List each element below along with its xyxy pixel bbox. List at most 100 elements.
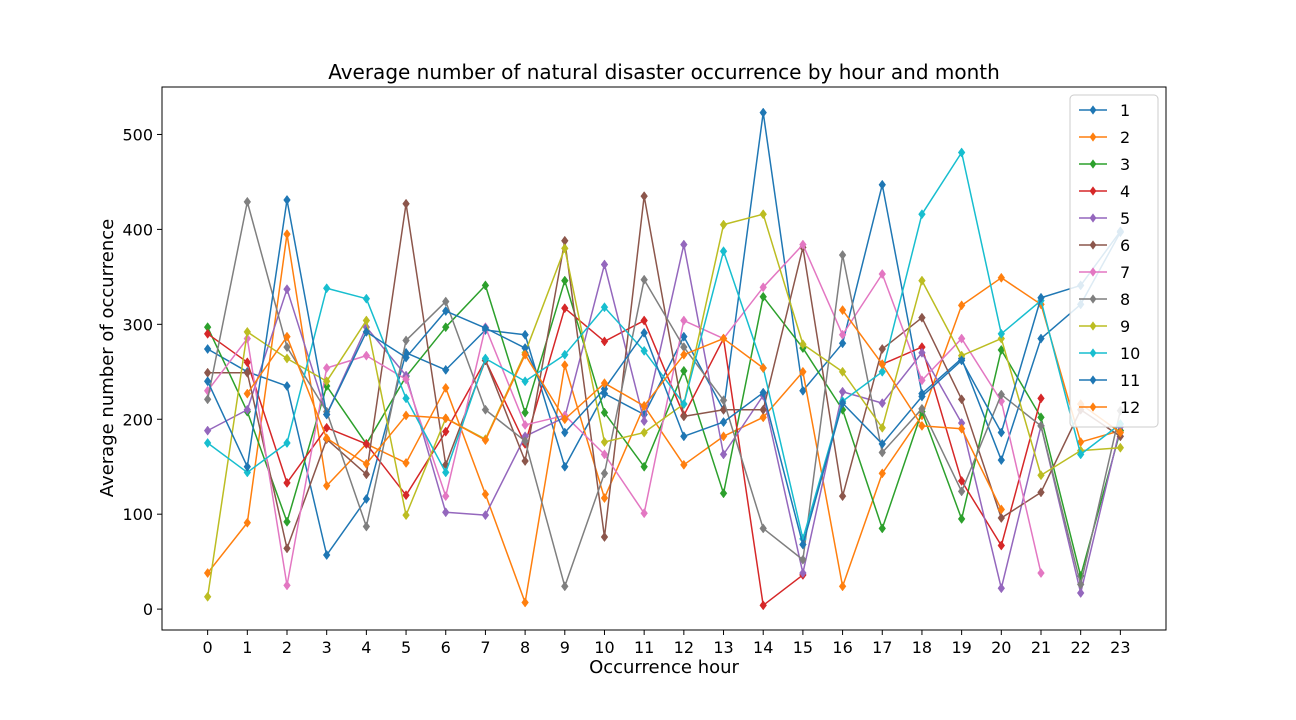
data-point [402, 490, 410, 501]
data-point [521, 597, 529, 608]
data-point [799, 539, 807, 550]
data-point [719, 333, 728, 344]
data-point [957, 475, 966, 486]
data-point [322, 376, 331, 387]
data-point [521, 419, 529, 430]
data-point [203, 376, 212, 387]
data-point [719, 417, 728, 428]
data-point [719, 488, 728, 499]
data-point [957, 300, 966, 311]
data-point [719, 395, 728, 406]
legend-item: 4 [1079, 182, 1130, 201]
data-point [243, 357, 252, 368]
legend-label: 8 [1120, 290, 1130, 309]
data-point [322, 362, 331, 374]
data-point [521, 376, 529, 387]
data-point [561, 303, 569, 314]
data-point [878, 447, 886, 458]
legend-item: 6 [1079, 236, 1130, 255]
data-point [918, 420, 926, 431]
data-point [203, 328, 212, 339]
data-point [600, 336, 609, 347]
data-point [203, 425, 212, 436]
data-point [521, 407, 529, 418]
data-point [957, 147, 966, 158]
legend-label: 12 [1120, 398, 1140, 417]
x-tick-label: 14 [753, 638, 773, 657]
plot-lines [203, 107, 1125, 611]
series-line [207, 195, 1121, 550]
data-point [918, 209, 926, 220]
data-point [561, 360, 569, 371]
data-point [362, 326, 371, 337]
data-point [838, 250, 847, 261]
data-point [402, 198, 410, 209]
y-tick-label: 500 [122, 125, 153, 144]
data-point [243, 326, 252, 337]
x-tick-label: 23 [1110, 638, 1130, 657]
data-point [997, 427, 1006, 438]
data-point [1076, 579, 1085, 590]
data-point [283, 381, 291, 392]
data-point [283, 353, 291, 364]
data-point [243, 404, 252, 415]
data-point [243, 461, 252, 472]
series-line [206, 199, 1121, 546]
data-point [838, 386, 847, 397]
series-line [206, 213, 1121, 597]
data-point [878, 523, 886, 534]
data-point [878, 468, 886, 479]
data-point [402, 393, 410, 404]
data-point [640, 416, 648, 427]
x-tick-label: 5 [401, 638, 411, 657]
x-tick-label: 0 [203, 638, 213, 657]
data-point [243, 388, 252, 399]
data-point [1076, 449, 1085, 460]
x-tick-label: 2 [282, 638, 292, 657]
data-point [1037, 333, 1045, 344]
legend-marker [1089, 105, 1097, 115]
legend-label: 7 [1120, 263, 1130, 282]
data-point [283, 331, 291, 342]
data-point [759, 107, 767, 118]
data-point [838, 329, 847, 340]
data-point [997, 455, 1006, 466]
data-point [957, 513, 966, 524]
x-tick-label: 9 [560, 638, 570, 657]
y-axis-label: Average number of occurrence [97, 219, 118, 497]
data-point [640, 274, 648, 285]
data-point [561, 349, 569, 360]
legend-item: 1 [1079, 101, 1130, 120]
data-point [203, 591, 212, 602]
data-point [600, 302, 609, 313]
data-point [600, 531, 609, 542]
data-point [799, 366, 807, 377]
data-point [878, 398, 886, 409]
legend-marker [1089, 267, 1097, 277]
legend-item: 9 [1079, 317, 1130, 336]
data-point [878, 343, 886, 355]
data-point [203, 437, 212, 449]
data-point [997, 512, 1006, 524]
y-tick-label: 100 [122, 505, 153, 524]
data-point [1037, 568, 1045, 579]
data-point [759, 291, 767, 302]
data-point [799, 239, 807, 250]
data-point [957, 423, 966, 434]
data-point [838, 305, 847, 316]
data-point [322, 422, 331, 433]
series-3 [203, 275, 1125, 581]
data-point [561, 461, 569, 472]
data-point [521, 329, 529, 340]
data-point [442, 426, 450, 437]
data-point [561, 427, 569, 438]
data-point [243, 467, 252, 478]
data-point [918, 347, 926, 358]
data-point [283, 477, 291, 488]
data-point [759, 282, 767, 293]
data-point [362, 469, 371, 480]
y-tick-label: 300 [122, 315, 153, 334]
data-point [442, 306, 450, 317]
data-point [283, 284, 291, 295]
